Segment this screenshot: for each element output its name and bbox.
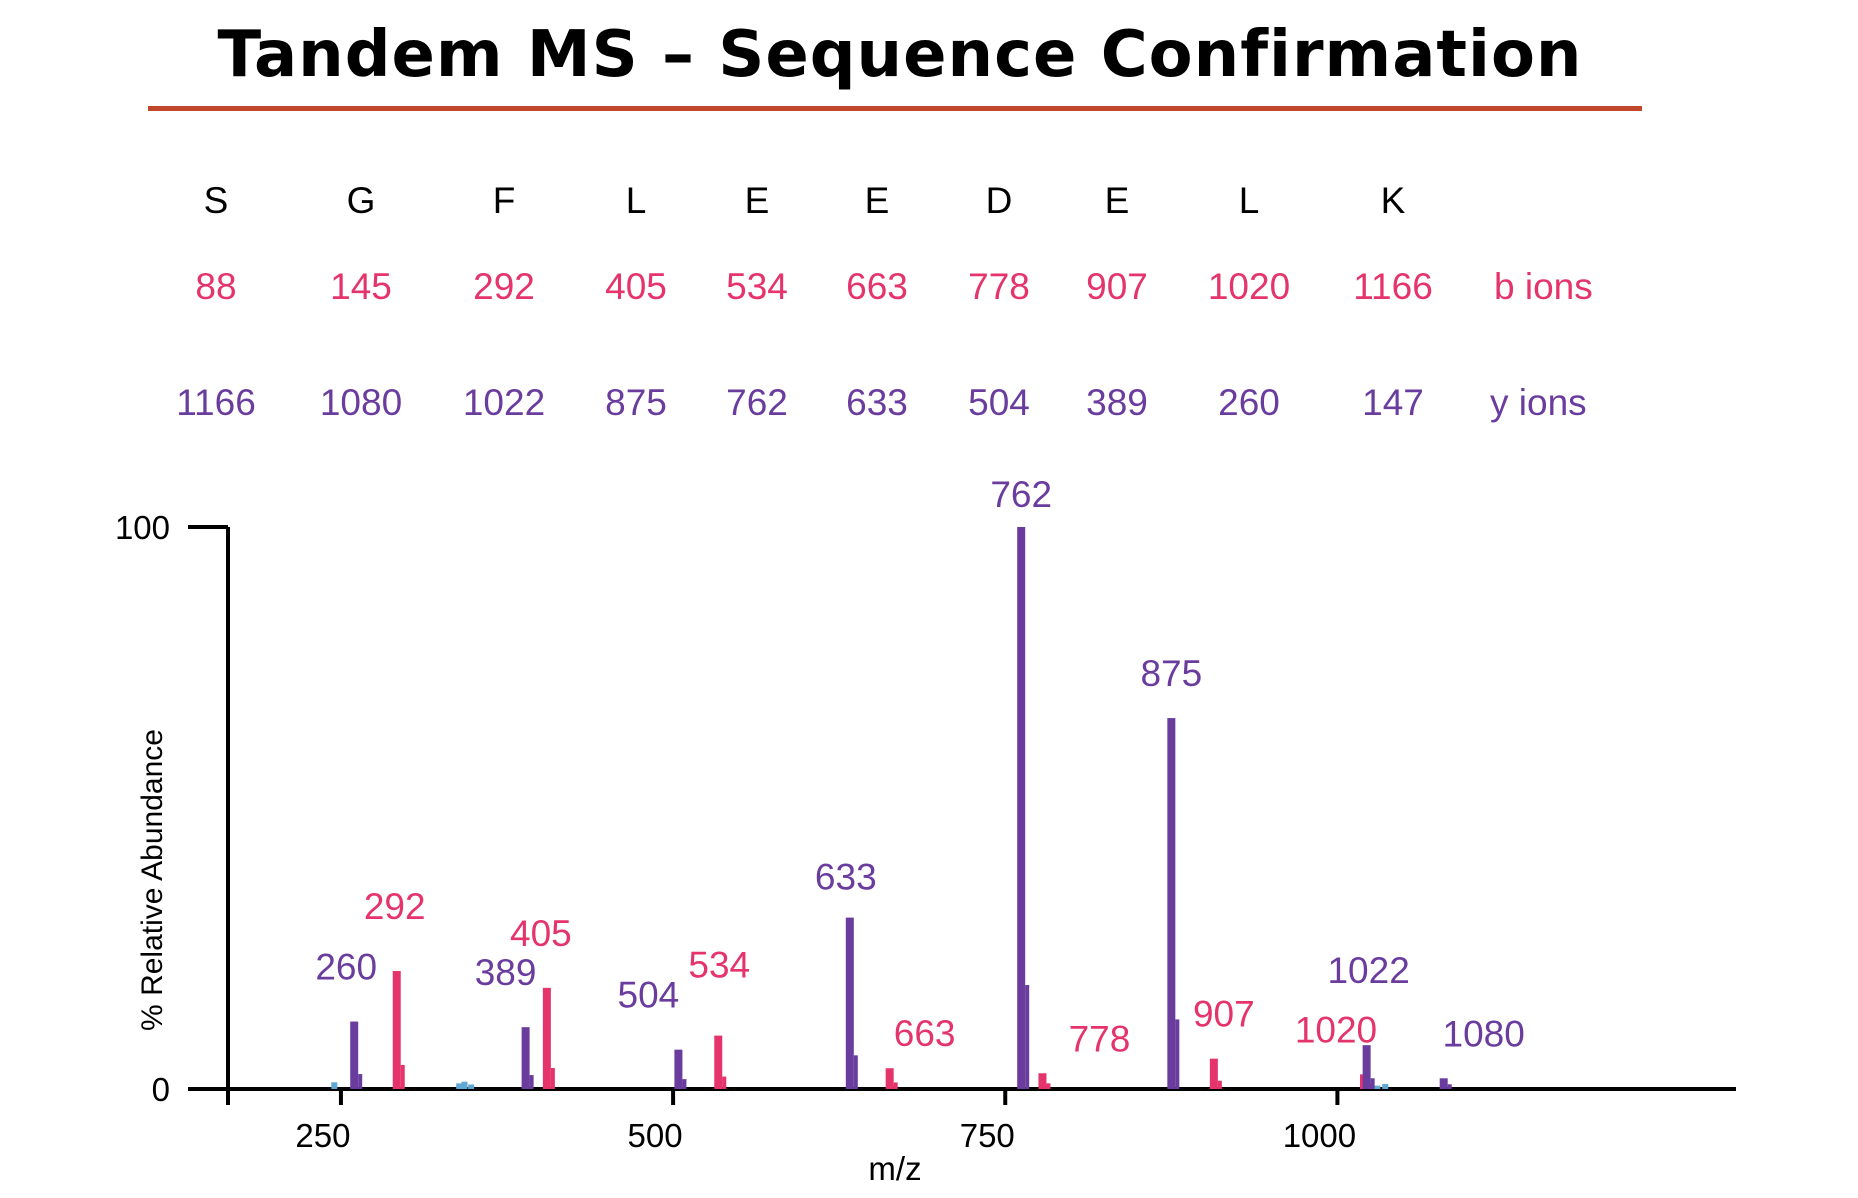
peak-label: 663 xyxy=(894,1013,956,1054)
isotope-bar xyxy=(1175,1019,1180,1089)
page-title: Tandem MS – Sequence Confirmation xyxy=(217,18,1583,92)
peak-bar xyxy=(845,917,854,1089)
peak-bar xyxy=(1038,1073,1047,1089)
y-ions-label: y ions xyxy=(1490,382,1587,423)
isotope-bar xyxy=(722,1076,727,1089)
b-ion-value-8: 907 xyxy=(1086,266,1148,307)
peak-label: 504 xyxy=(618,975,680,1016)
y-ion-value-6: 633 xyxy=(846,382,908,423)
b-ion-value-10: 1166 xyxy=(1353,266,1433,307)
noise-peak xyxy=(1382,1083,1389,1089)
peak-label: 292 xyxy=(364,886,426,927)
residue-2: G xyxy=(346,180,376,221)
residue-8: E xyxy=(1104,180,1130,221)
peak-label: 389 xyxy=(475,952,537,993)
y-tick-label: 0 xyxy=(152,1071,170,1108)
isotope-bar xyxy=(358,1074,363,1089)
isotope-bar xyxy=(1046,1083,1051,1089)
peak-label: 778 xyxy=(1069,1018,1131,1059)
residue-4: L xyxy=(625,180,647,221)
isotope-bar xyxy=(1217,1080,1222,1089)
peak-bar xyxy=(1167,718,1176,1089)
x-axis-label: m/z xyxy=(868,1150,921,1187)
x-tick-label: 250 xyxy=(295,1117,350,1154)
b-ions-label: b ions xyxy=(1494,266,1593,307)
residue-6: E xyxy=(864,180,890,221)
y-ion-value-4: 875 xyxy=(605,382,667,423)
peak-bar xyxy=(521,1027,530,1089)
y-ion-value-7: 504 xyxy=(968,382,1030,423)
peak-bar xyxy=(542,987,551,1089)
y-ion-value-9: 260 xyxy=(1218,382,1280,423)
peak-label: 1022 xyxy=(1327,950,1409,991)
peak-bar xyxy=(1209,1058,1218,1089)
b-ion-value-5: 534 xyxy=(726,266,788,307)
b-ion-value-1: 88 xyxy=(195,266,237,307)
x-tick-label: 750 xyxy=(960,1117,1015,1154)
peak-label: 1020 xyxy=(1295,1009,1377,1050)
y-ion-value-2: 1080 xyxy=(319,382,403,423)
peak-label: 1080 xyxy=(1443,1013,1525,1054)
isotope-bar xyxy=(550,1067,555,1089)
peak-bar xyxy=(674,1049,683,1089)
peak-bar xyxy=(392,970,401,1089)
peak-label: 260 xyxy=(315,947,377,988)
y-ion-value-3: 1022 xyxy=(462,382,546,423)
noise-peak xyxy=(331,1082,338,1089)
x-tick-label: 500 xyxy=(628,1117,683,1154)
residue-9: L xyxy=(1238,180,1260,221)
b-ion-value-9: 1020 xyxy=(1207,266,1291,307)
peak-bar xyxy=(885,1068,894,1089)
noise-peak xyxy=(461,1081,468,1089)
peak-label: 762 xyxy=(990,474,1052,515)
isotope-bar xyxy=(1370,1078,1375,1089)
y-axis-label: % Relative Abundance xyxy=(136,729,169,1031)
b-ion-value-4: 405 xyxy=(605,266,667,307)
residue-5: E xyxy=(744,180,770,221)
b-ion-value-3: 292 xyxy=(473,266,535,307)
y-ion-value-5: 762 xyxy=(726,382,788,423)
peak-label: 907 xyxy=(1193,994,1255,1035)
noise-peak xyxy=(468,1084,475,1089)
peak-bar xyxy=(350,1021,359,1089)
y-ion-value-1: 1166 xyxy=(176,382,256,423)
residue-1: S xyxy=(203,180,229,221)
isotope-bar xyxy=(682,1079,687,1089)
isotope-bar xyxy=(400,1064,405,1089)
peak-bar xyxy=(1362,1045,1371,1089)
x-tick-label: 1000 xyxy=(1283,1117,1356,1154)
isotope-bar xyxy=(529,1075,534,1089)
isotope-bar xyxy=(1447,1084,1452,1089)
isotope-bar xyxy=(1025,985,1030,1089)
y-ion-value-10: 147 xyxy=(1362,382,1424,423)
isotope-bar xyxy=(853,1055,858,1089)
b-ion-value-2: 145 xyxy=(330,266,392,307)
noise-peak xyxy=(456,1083,463,1089)
peak-label: 534 xyxy=(688,945,750,986)
peak-label: 633 xyxy=(815,857,877,898)
peak-bar xyxy=(714,1035,723,1089)
title-underline xyxy=(148,106,1642,111)
peak-bar xyxy=(1017,527,1026,1089)
isotope-bar xyxy=(893,1082,898,1089)
peak-label: 405 xyxy=(510,913,572,954)
peak-label: 875 xyxy=(1140,653,1202,694)
b-ion-value-7: 778 xyxy=(968,266,1030,307)
b-ion-value-6: 663 xyxy=(846,266,908,307)
y-ion-value-8: 389 xyxy=(1086,382,1148,423)
residue-10: K xyxy=(1380,180,1406,221)
noise-peak xyxy=(1374,1086,1381,1089)
residue-3: F xyxy=(492,180,516,221)
peak-bar xyxy=(1439,1078,1448,1089)
y-tick-label: 100 xyxy=(115,509,170,546)
residue-7: D xyxy=(985,180,1013,221)
